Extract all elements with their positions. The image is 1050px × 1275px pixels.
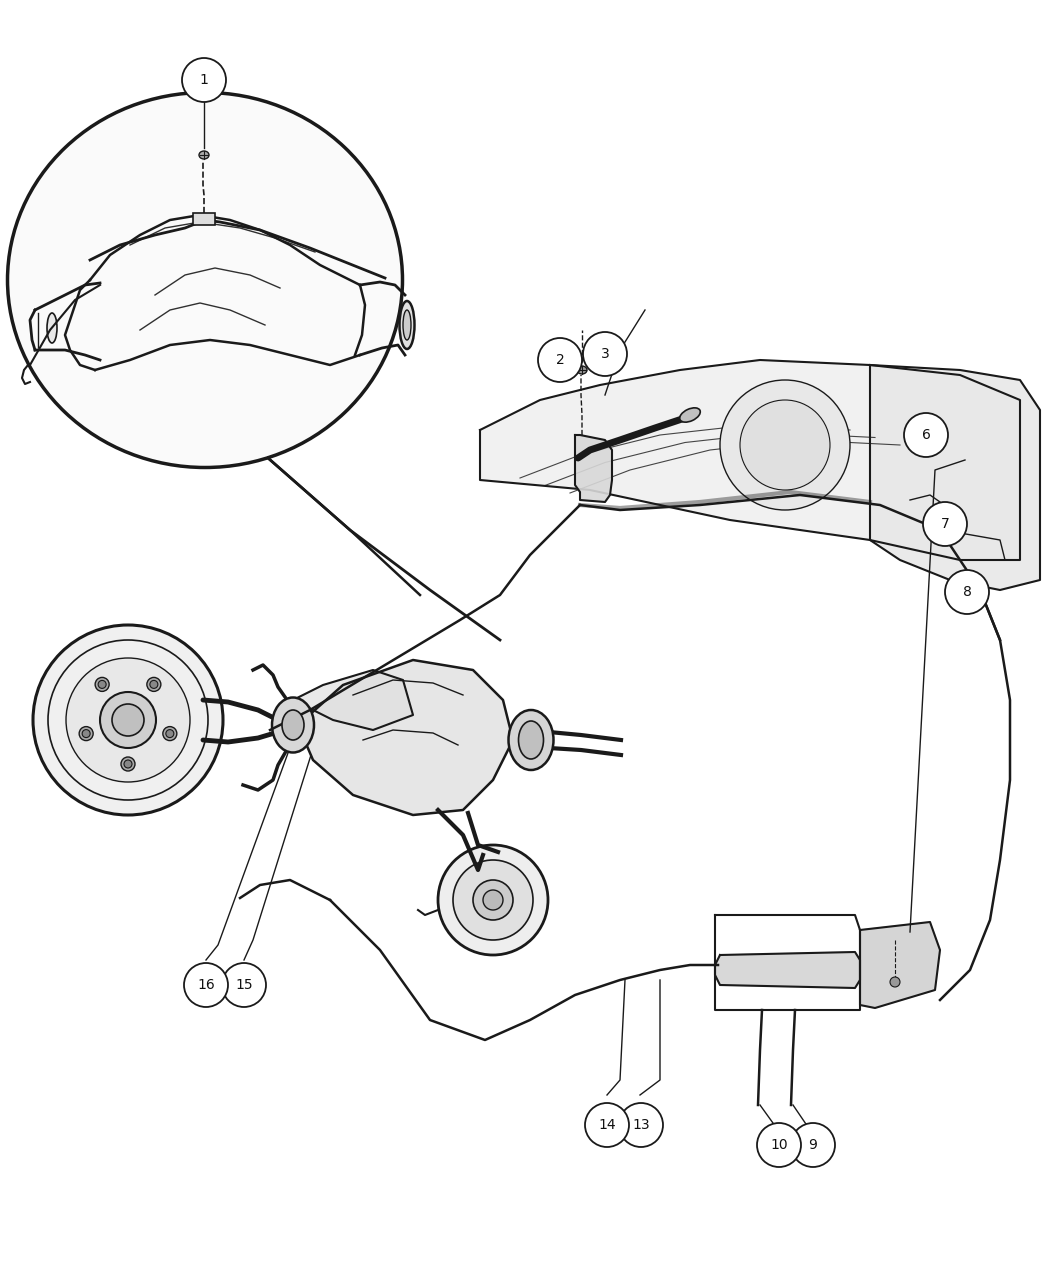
Ellipse shape (47, 312, 57, 343)
Ellipse shape (578, 366, 587, 374)
Ellipse shape (200, 150, 209, 159)
Circle shape (66, 658, 190, 782)
Circle shape (945, 570, 989, 615)
Circle shape (904, 413, 948, 456)
Circle shape (791, 1123, 835, 1167)
Circle shape (538, 338, 582, 382)
Bar (193, 213, 215, 224)
Text: 8: 8 (963, 585, 971, 599)
Circle shape (472, 880, 513, 921)
Text: 13: 13 (632, 1118, 650, 1132)
Circle shape (720, 380, 850, 510)
Circle shape (112, 704, 144, 736)
Circle shape (96, 677, 109, 691)
Circle shape (184, 963, 228, 1007)
Text: 6: 6 (922, 428, 930, 442)
Circle shape (757, 1123, 801, 1167)
Ellipse shape (7, 93, 402, 468)
Ellipse shape (519, 720, 544, 759)
Circle shape (33, 625, 223, 815)
Circle shape (585, 1103, 629, 1148)
Circle shape (150, 681, 157, 688)
Ellipse shape (508, 710, 553, 770)
Circle shape (79, 727, 93, 741)
Ellipse shape (282, 710, 304, 740)
Circle shape (740, 400, 830, 490)
Circle shape (620, 1103, 663, 1148)
Circle shape (890, 977, 900, 987)
Circle shape (163, 727, 176, 741)
Circle shape (222, 963, 266, 1007)
Ellipse shape (399, 301, 415, 349)
Circle shape (483, 890, 503, 910)
Polygon shape (480, 360, 1020, 560)
Polygon shape (715, 952, 860, 988)
Circle shape (82, 729, 90, 738)
Circle shape (124, 760, 132, 768)
Text: 2: 2 (555, 353, 565, 367)
Polygon shape (298, 660, 513, 815)
Circle shape (121, 757, 135, 771)
Circle shape (453, 861, 533, 940)
Circle shape (923, 502, 967, 546)
Text: 16: 16 (197, 978, 215, 992)
Circle shape (147, 677, 161, 691)
Polygon shape (575, 435, 612, 502)
Text: 1: 1 (200, 73, 209, 87)
Ellipse shape (272, 697, 314, 752)
Circle shape (182, 57, 226, 102)
Text: 10: 10 (771, 1139, 788, 1153)
Polygon shape (293, 669, 413, 731)
Circle shape (98, 681, 106, 688)
Ellipse shape (679, 408, 700, 422)
Polygon shape (870, 365, 1040, 590)
Polygon shape (860, 922, 940, 1009)
Text: 9: 9 (808, 1139, 818, 1153)
Text: 7: 7 (941, 516, 949, 530)
Circle shape (166, 729, 174, 738)
Text: 15: 15 (235, 978, 253, 992)
Circle shape (583, 332, 627, 376)
Text: 14: 14 (598, 1118, 615, 1132)
Circle shape (100, 692, 156, 748)
Text: 3: 3 (601, 347, 609, 361)
Circle shape (438, 845, 548, 955)
Ellipse shape (403, 310, 411, 340)
